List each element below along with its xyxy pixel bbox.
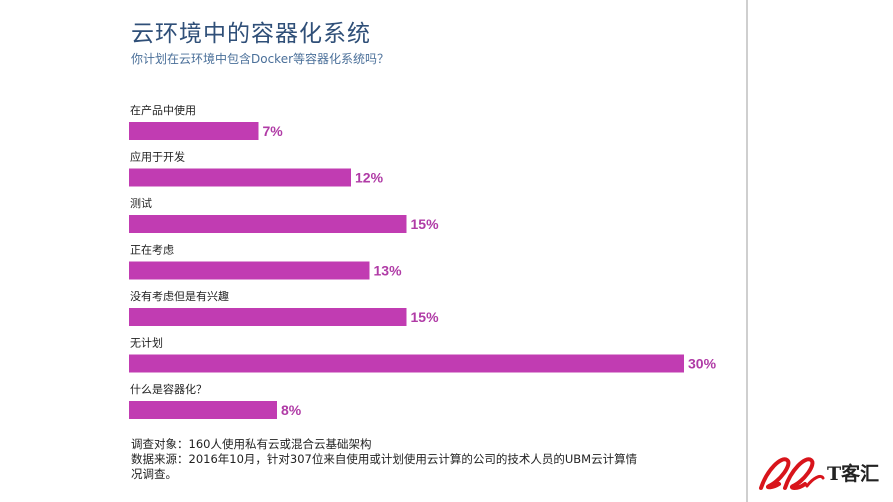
chart-panel: 云环境中的容器化系统 你计划在云环境中包含Docker等容器化系统吗？ 在产品中… [129,0,748,502]
footnote-line-2: 数据来源：2016年10月，针对307位来自使用或计划使用云计算的公司的技术人员… [131,452,638,466]
chart-title: 云环境中的容器化系统 [131,21,371,47]
bar-3 [129,261,370,280]
logo-swash [805,474,825,488]
value-label-0: 7% [263,123,284,139]
value-label-5: 30% [688,356,717,372]
category-label-1: 应用于开发 [130,150,185,164]
bar-5 [129,354,684,373]
bar-6 [129,401,277,419]
category-label-3: 正在考虑 [130,244,174,257]
bar-2 [129,215,407,233]
category-label-4: 没有考虑但是有兴趣 [130,289,229,303]
category-label-0: 在产品中使用 [130,103,196,117]
bar-1 [129,168,351,187]
value-label-6: 8% [281,402,302,418]
value-label-1: 12% [355,170,384,186]
logo-swash [783,457,815,490]
bar-0 [129,122,259,140]
chart-subtitle: 你计划在云环境中包含Docker等容器化系统吗？ [131,52,390,66]
footnote-line-3: 况调查。 [131,467,177,481]
footnote-line-1: 调查对象：160人使用私有云或混合云基础架构 [131,437,372,451]
bar-chart: 在产品中使用 7% 应用于开发 12% 测试 15% 正在考虑 13% 没有考虑但是有兴趣 15%… [129,103,717,419]
logo-mark [759,457,825,490]
bar-4 [129,308,407,326]
logo-text: T客汇 [827,463,880,485]
category-label-2: 测试 [130,197,152,210]
category-label-6: 什么是容器化？ [130,382,207,396]
value-label-2: 15% [411,216,440,232]
logo-swash [759,457,791,490]
value-label-4: 15% [411,309,440,325]
footnote: 调查对象：160人使用私有云或混合云基础架构 数据来源：2016年10月，针对3… [131,437,711,482]
category-label-5: 无计划 [130,337,163,350]
value-label-3: 13% [374,263,403,279]
